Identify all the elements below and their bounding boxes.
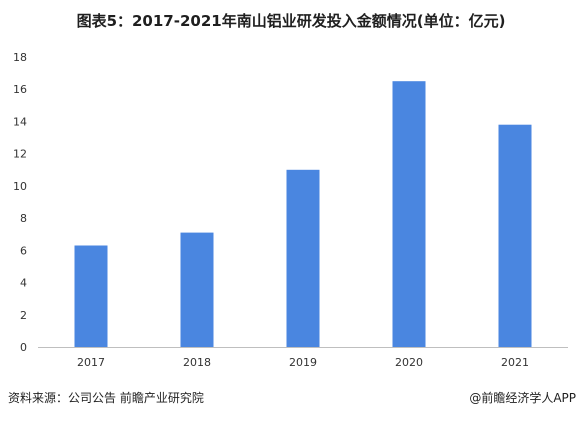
y-tick-label: 6 <box>20 244 27 257</box>
bar-2021 <box>498 124 532 347</box>
source-note: 资料来源：公司公告 前瞻产业研究院 <box>8 391 204 405</box>
credit-note: @前瞻经济学人APP <box>469 391 576 405</box>
x-tick-label: 2017 <box>77 356 105 369</box>
x-axis-ticks: 2017 2018 2019 2020 2021 <box>77 356 529 369</box>
y-tick-label: 18 <box>13 51 27 64</box>
x-tick-label: 2019 <box>289 356 317 369</box>
x-tick-label: 2018 <box>183 356 211 369</box>
y-tick-label: 14 <box>13 115 27 128</box>
x-tick-label: 2020 <box>395 356 423 369</box>
bar-2018 <box>180 232 214 347</box>
bar-2020 <box>392 81 426 347</box>
x-tick-label: 2021 <box>501 356 529 369</box>
bars-group <box>74 81 532 347</box>
y-tick-label: 8 <box>20 212 27 225</box>
y-tick-label: 10 <box>13 180 27 193</box>
bar-2017 <box>74 245 108 347</box>
chart-title: 图表5：2017-2021年南山铝业研发投入金额情况(单位：亿元) <box>76 12 506 30</box>
y-tick-label: 2 <box>20 309 27 322</box>
y-tick-label: 0 <box>20 341 27 354</box>
bar-2019 <box>286 169 320 347</box>
y-tick-label: 4 <box>20 277 27 290</box>
y-tick-label: 12 <box>13 148 27 161</box>
y-axis-ticks: 0 2 4 6 8 10 12 14 16 18 <box>13 51 27 354</box>
y-tick-label: 16 <box>13 83 27 96</box>
